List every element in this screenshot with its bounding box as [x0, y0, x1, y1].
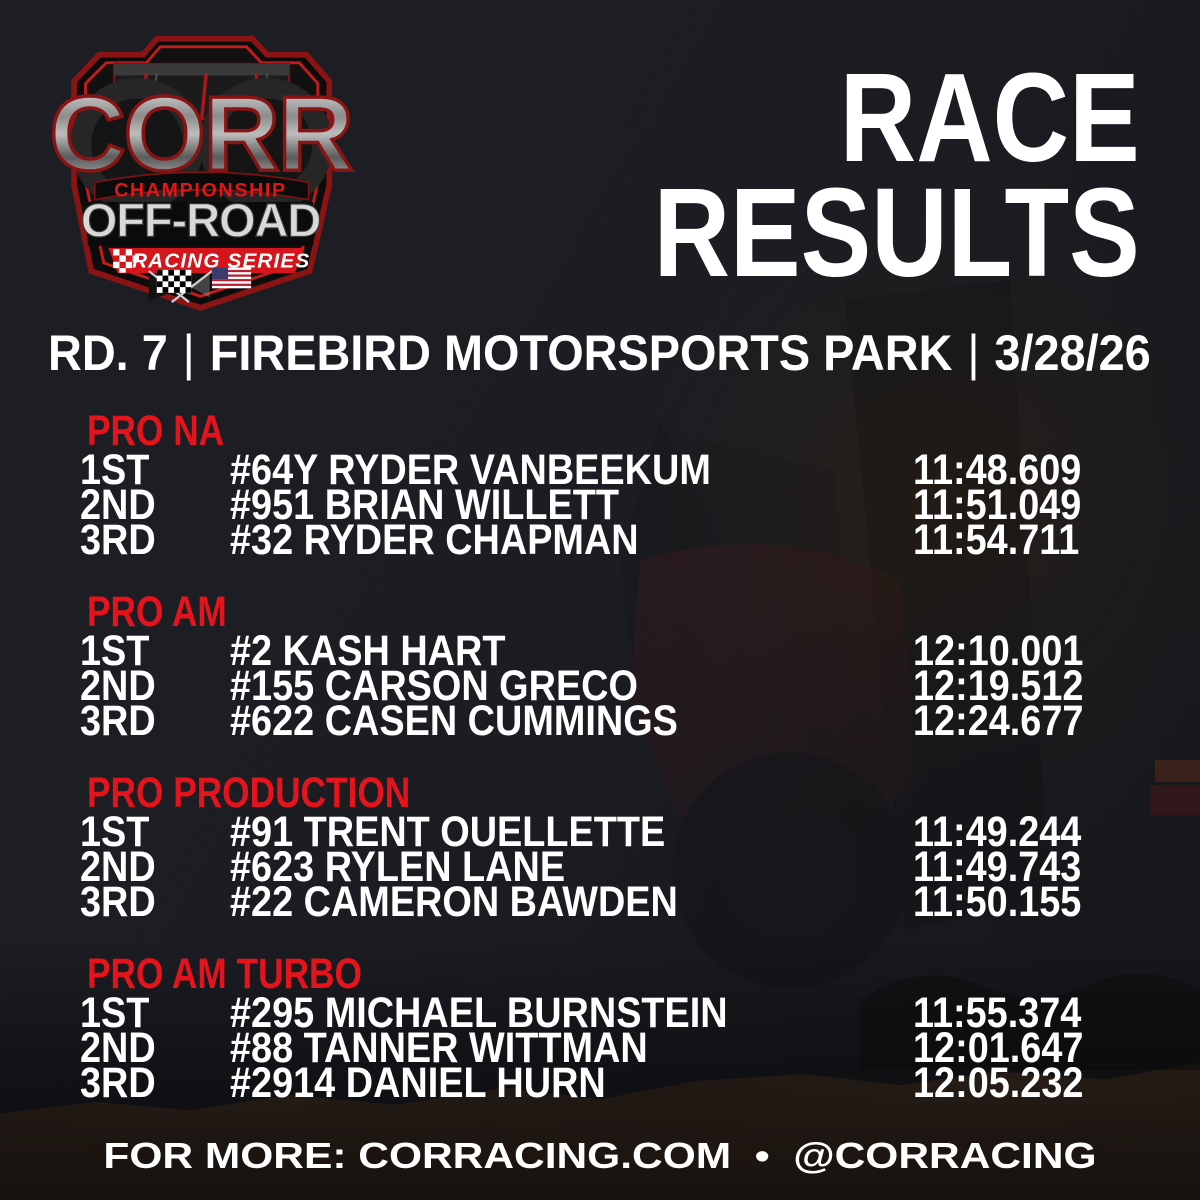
svg-text:OFF-ROAD: OFF-ROAD [81, 194, 321, 247]
